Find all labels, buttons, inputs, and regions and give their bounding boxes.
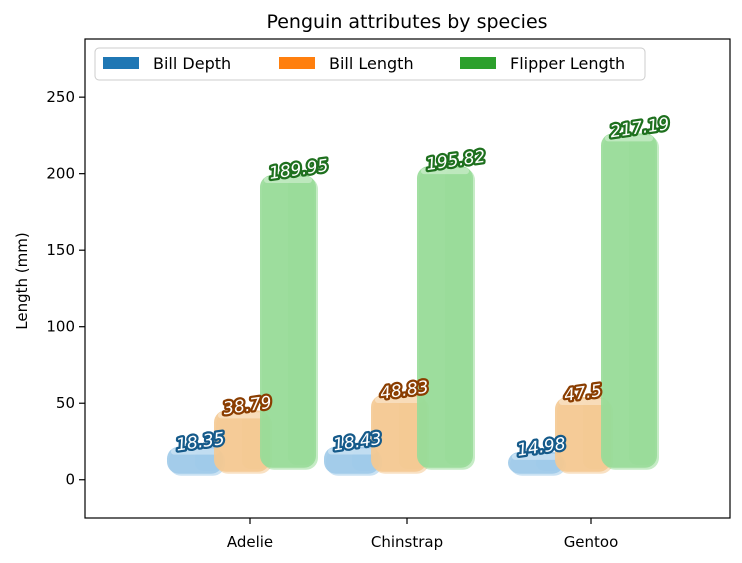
bar-bill-depth (324, 446, 382, 476)
plot-frame (84, 38, 731, 519)
y-tick-label: 200 (46, 165, 75, 183)
bar-flipper-length (417, 166, 475, 470)
y-tick-label: 100 (46, 318, 75, 336)
bar-highlight (328, 448, 376, 455)
bar-highlight (559, 399, 607, 406)
y-tick-label: 0 (65, 471, 75, 489)
y-tick-label: 250 (46, 88, 75, 106)
chart-title: Penguin attributes by species (266, 11, 547, 33)
y-tick-label: 50 (56, 394, 75, 412)
legend-label: Bill Length (329, 54, 414, 73)
legend-swatch (279, 57, 315, 69)
legend-swatch (103, 57, 139, 69)
legend-swatch (460, 57, 496, 69)
data-label: 47.5 (563, 381, 603, 406)
bar-highlight (264, 177, 312, 184)
bar-side (629, 136, 655, 465)
bar-highlight (375, 397, 423, 404)
y-axis-label: Length (mm) (13, 232, 31, 329)
bar-highlight (171, 448, 219, 455)
x-tick-label: Gentoo (564, 533, 619, 551)
data-label: 217.19 (609, 114, 671, 142)
bar-flipper-length (260, 175, 318, 470)
bar-highlight (512, 453, 560, 460)
bar-flipper-length (601, 133, 659, 470)
bar-side (445, 169, 471, 465)
legend-label: Bill Depth (153, 54, 231, 73)
data-label: 189.95 (268, 156, 330, 184)
bar-bill-depth (508, 451, 566, 476)
bar-bill-length (214, 410, 272, 474)
bar-highlight (218, 412, 266, 419)
bar-highlight (605, 135, 653, 142)
legend-label: Flipper Length (510, 54, 625, 73)
y-tick-label: 150 (46, 241, 75, 259)
bar-side (288, 178, 314, 465)
bar-highlight (421, 168, 469, 175)
x-tick-label: Chinstrap (371, 533, 443, 551)
data-label: 195.82 (425, 147, 487, 175)
x-tick-label: Adelie (227, 533, 273, 551)
bar-bill-depth (167, 446, 225, 476)
legend-box (94, 47, 646, 81)
